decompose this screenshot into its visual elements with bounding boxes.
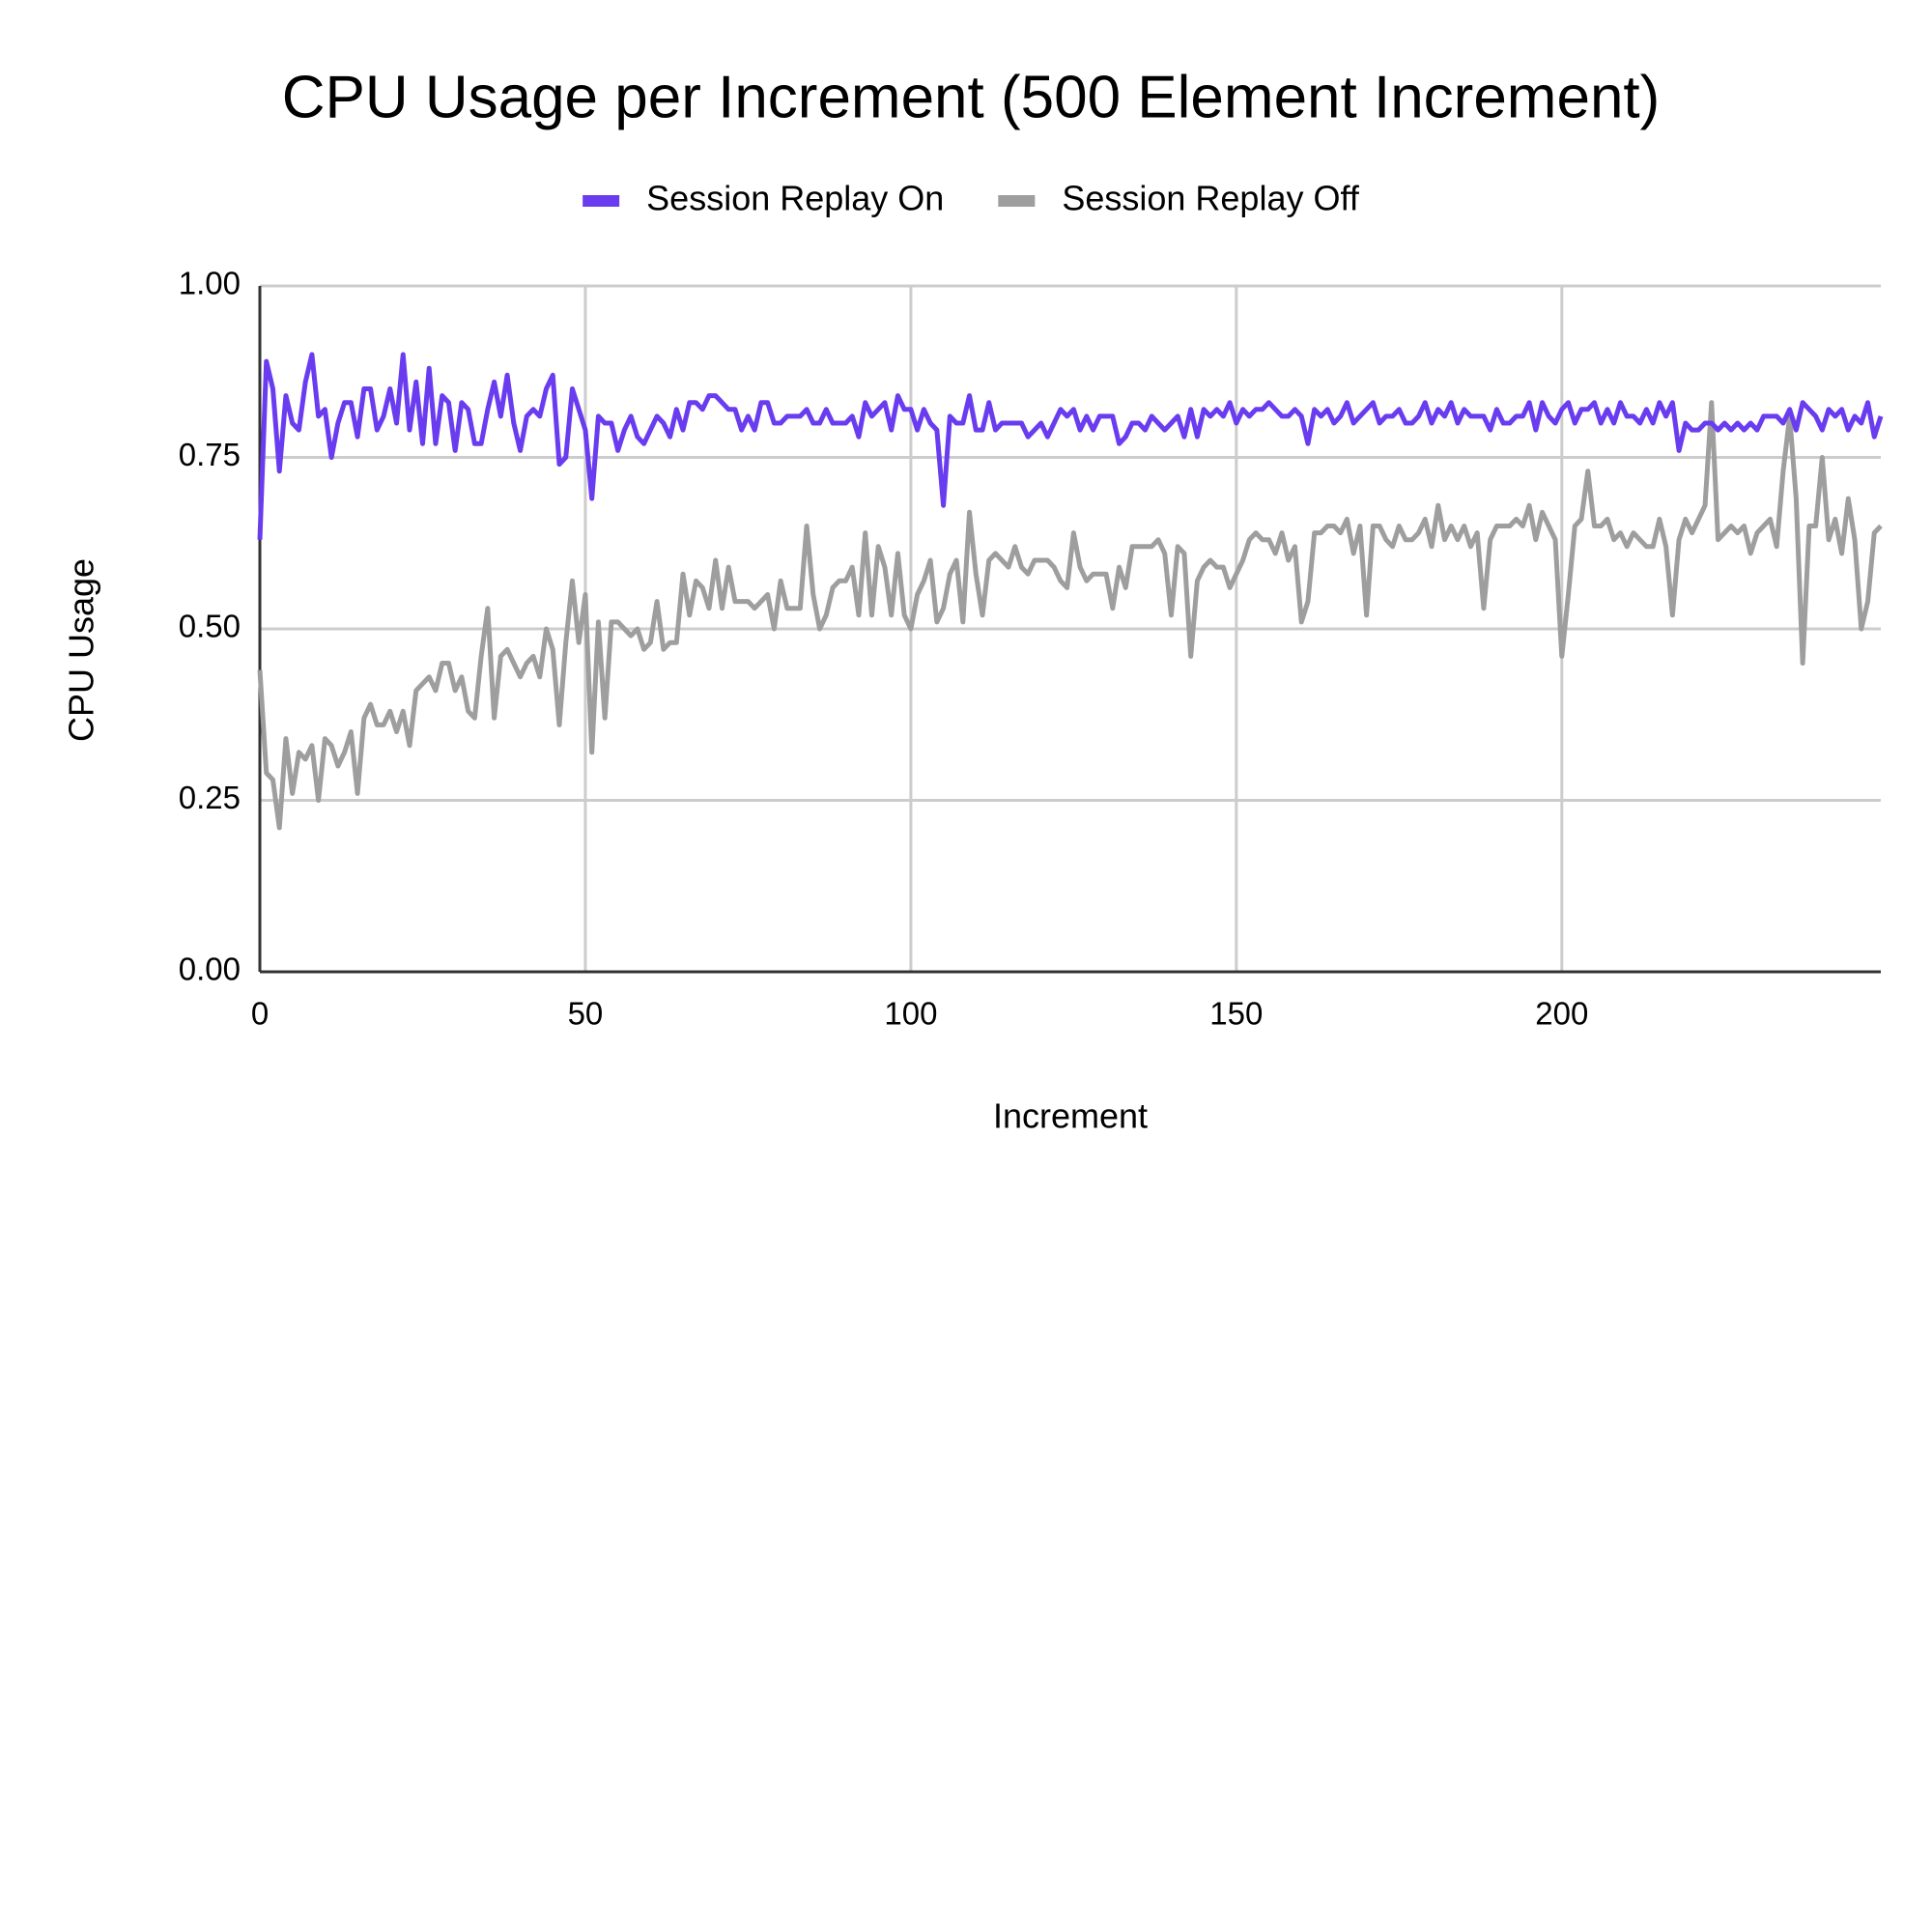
chart-title: CPU Usage per Increment (500 Element Inc… bbox=[282, 64, 1661, 130]
y-axis-label: CPU Usage bbox=[62, 558, 101, 742]
y-tick-label: 0.50 bbox=[179, 609, 241, 644]
x-axis-label: Increment bbox=[993, 1096, 1148, 1136]
x-tick-label: 150 bbox=[1209, 996, 1263, 1032]
data-line bbox=[257, 400, 1883, 831]
y-tick-label: 0.00 bbox=[179, 952, 241, 987]
x-tick-label: 50 bbox=[568, 996, 604, 1032]
y-tick-label: 0.25 bbox=[179, 780, 241, 815]
legend-label: Session Replay On bbox=[646, 179, 944, 218]
x-tick-label: 0 bbox=[251, 996, 269, 1032]
legend-label: Session Replay Off bbox=[1062, 179, 1359, 218]
y-tick-label: 0.75 bbox=[179, 437, 241, 472]
y-tick-label: 1.00 bbox=[179, 266, 241, 301]
data-line bbox=[257, 352, 1884, 540]
x-tick-label: 200 bbox=[1535, 996, 1588, 1032]
x-tick-label: 100 bbox=[884, 996, 937, 1032]
